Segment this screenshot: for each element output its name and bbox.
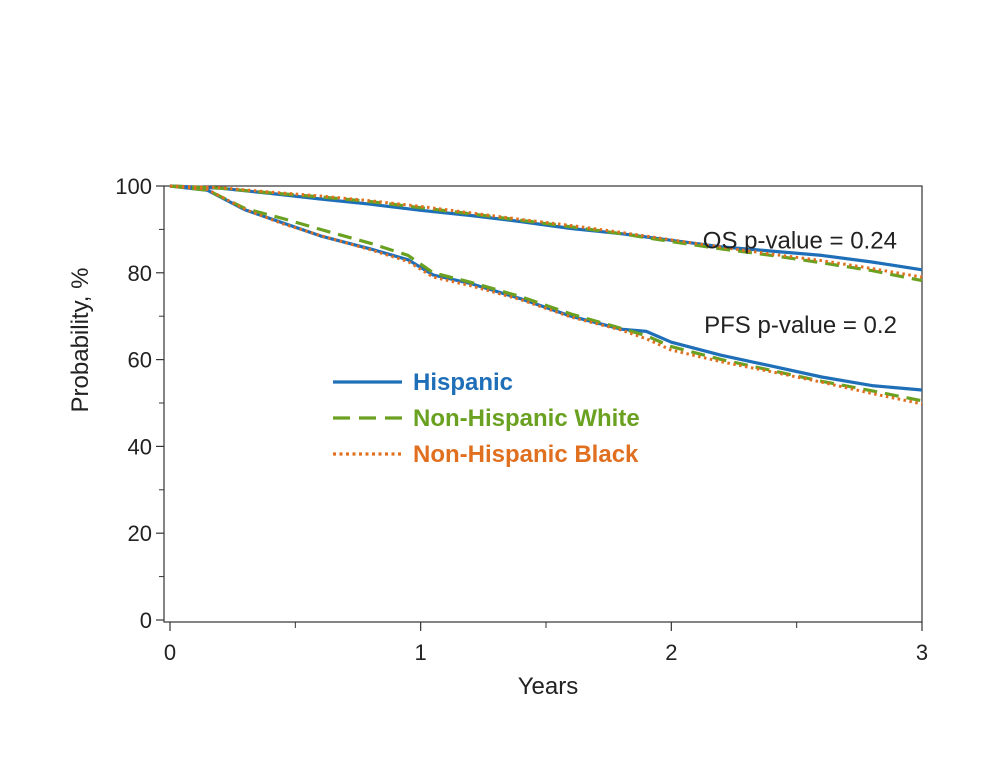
legend-label: Non-Hispanic Black — [413, 441, 639, 468]
y-tick-label: 20 — [128, 521, 152, 546]
legend-label: Hispanic — [413, 369, 513, 396]
y-tick-label: 80 — [128, 261, 152, 286]
p-value-annotation: OS p-value = 0.24 — [703, 227, 897, 254]
x-tick-label: 2 — [665, 640, 677, 665]
y-tick-label: 60 — [128, 348, 152, 373]
x-axis-title: Years — [518, 673, 579, 700]
series-layer — [169, 184, 923, 406]
legend-label: Non-Hispanic White — [413, 405, 640, 432]
x-tick-label: 1 — [415, 640, 427, 665]
plot-frame — [163, 185, 923, 623]
pfs-line-non-hispanic-white — [169, 184, 923, 403]
annotation-layer: OS p-value = 0.24 PFS p-value = 0.2 — [703, 227, 897, 339]
y-tick-label: 0 — [140, 608, 152, 633]
y-tick-label: 40 — [128, 434, 152, 459]
x-axis: Years 0 1 2 3 — [164, 622, 928, 700]
os-line-non-hispanic-black — [169, 184, 923, 279]
y-tick-label: 100 — [115, 174, 152, 199]
plot-border — [163, 185, 923, 623]
y-axis-title: Probability, % — [67, 268, 94, 413]
x-tick-label: 3 — [916, 640, 928, 665]
p-value-annotation: PFS p-value = 0.2 — [704, 312, 897, 339]
pfs-line-non-hispanic-black — [169, 184, 923, 406]
legend: Hispanic Non-Hispanic White Non-Hispanic B… — [333, 369, 640, 468]
y-axis: Probability, % 0 20 40 60 80 100 — [67, 174, 164, 633]
x-tick-label: 0 — [164, 640, 176, 665]
pfs-line-hispanic — [169, 184, 923, 392]
